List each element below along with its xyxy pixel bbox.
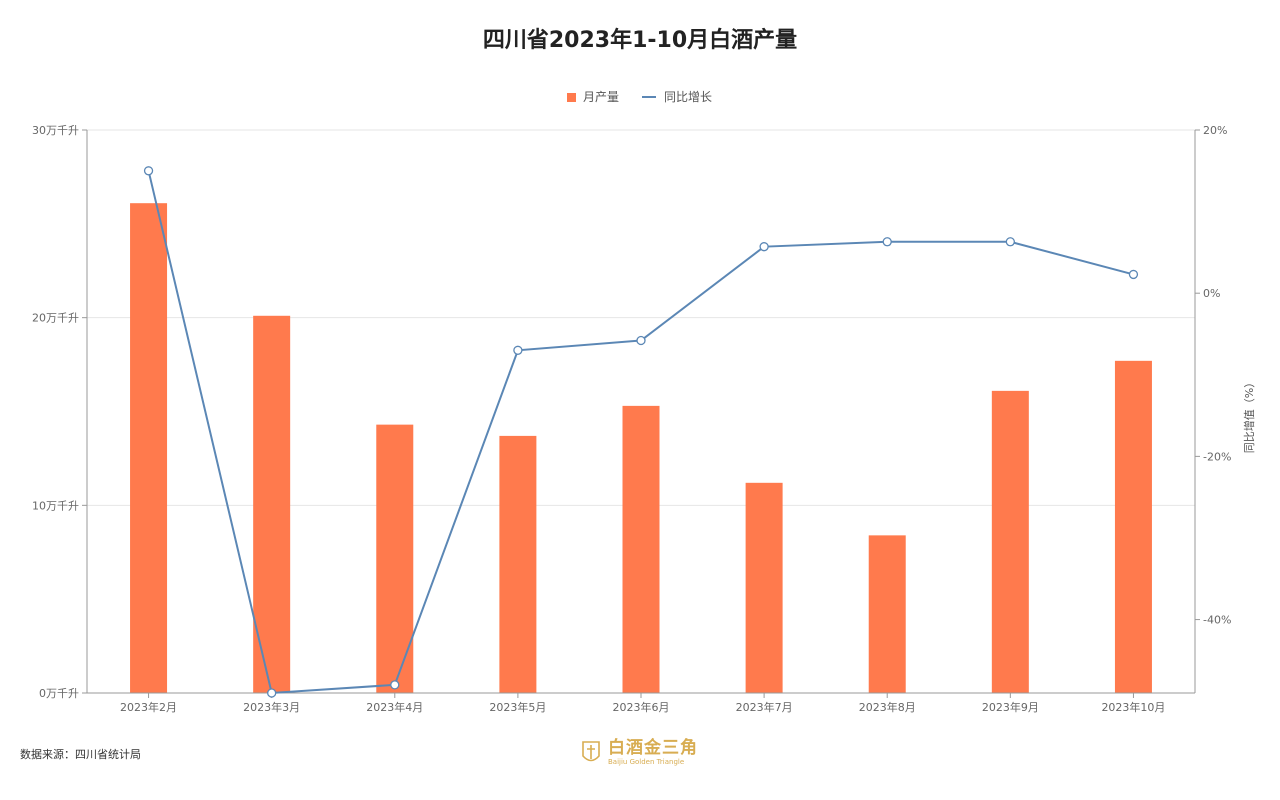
left-tick-label: 20万千升 xyxy=(32,312,79,325)
bar[interactable] xyxy=(499,435,537,693)
bar[interactable] xyxy=(253,315,291,693)
bar[interactable] xyxy=(376,424,414,693)
left-tick-label: 0万千升 xyxy=(39,687,79,700)
bar[interactable] xyxy=(745,482,783,693)
right-tick-label: 20% xyxy=(1203,124,1227,137)
x-tick-label: 2023年7月 xyxy=(736,700,793,714)
line-point[interactable] xyxy=(1005,237,1015,247)
line-point[interactable] xyxy=(882,237,892,247)
line-series xyxy=(143,166,1139,698)
logo-name: 白酒金三角 xyxy=(608,738,698,758)
bar[interactable] xyxy=(130,203,168,693)
legend: 月产量 同比增长 xyxy=(567,90,712,104)
brand-logo: 白酒金三角 Baijiu Golden Triangle xyxy=(580,740,698,766)
right-tick-label: -20% xyxy=(1203,450,1231,463)
x-tick-label: 2023年5月 xyxy=(489,700,546,714)
right-tick-label: -40% xyxy=(1203,614,1231,627)
x-tick-label: 2023年2月 xyxy=(120,700,177,714)
x-tick-label: 2023年3月 xyxy=(243,700,300,714)
chart-title: 四川省2023年1-10月白酒产量 xyxy=(482,28,798,53)
legend-label-line[interactable]: 同比增长 xyxy=(664,90,712,104)
logo-icon xyxy=(582,741,600,762)
bar[interactable] xyxy=(868,535,906,693)
line-point[interactable] xyxy=(636,335,646,346)
axes: 0万千升 10万千升 20万千升 30万千升 -40% -20% 0% 20% 2023年2月 2… xyxy=(32,124,1231,714)
x-tick-label: 2023年6月 xyxy=(613,700,670,714)
line-point[interactable] xyxy=(759,242,769,252)
x-tick-label: 2023年8月 xyxy=(859,700,916,714)
bar[interactable] xyxy=(622,405,660,693)
bar-series xyxy=(130,203,1152,693)
line-point[interactable] xyxy=(143,166,154,176)
line-point[interactable] xyxy=(1128,269,1139,280)
left-tick-label: 30万千升 xyxy=(32,124,79,137)
left-tick-label: 10万千升 xyxy=(32,499,79,512)
line-point[interactable] xyxy=(267,688,277,698)
bar[interactable] xyxy=(1114,360,1152,693)
legend-swatch-bar xyxy=(567,93,576,102)
line-point[interactable] xyxy=(513,345,523,355)
legend-label-bar[interactable]: 月产量 xyxy=(583,90,619,104)
bar[interactable] xyxy=(991,390,1029,693)
x-tick-label: 2023年9月 xyxy=(982,700,1039,714)
line-point[interactable] xyxy=(390,680,400,690)
right-tick-label: 0% xyxy=(1203,287,1220,300)
right-axis-title: 同比增值（%） xyxy=(1242,377,1256,453)
x-tick-label: 2023年10月 xyxy=(1101,700,1165,714)
logo-subtitle: Baijiu Golden Triangle xyxy=(608,758,685,766)
data-source-note: 数据来源：四川省统计局 xyxy=(20,748,141,761)
x-tick-label: 2023年4月 xyxy=(366,700,423,714)
